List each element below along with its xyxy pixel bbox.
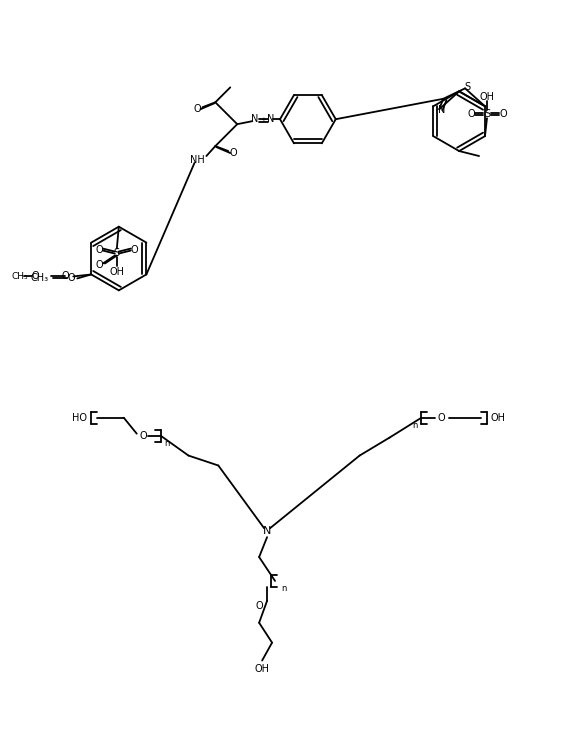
- Text: S: S: [484, 110, 490, 119]
- Text: O: O: [62, 272, 69, 282]
- Text: O: O: [499, 110, 507, 119]
- Text: CH₃: CH₃: [31, 274, 48, 283]
- Text: O: O: [140, 431, 148, 441]
- Text: S: S: [464, 82, 470, 93]
- Text: O: O: [255, 601, 263, 611]
- Text: HO: HO: [72, 412, 87, 423]
- Text: OH: OH: [479, 92, 495, 102]
- Text: n: n: [412, 421, 417, 430]
- Text: OH: OH: [109, 267, 124, 277]
- Text: O: O: [95, 261, 103, 271]
- Text: O: O: [229, 148, 237, 158]
- Text: N: N: [437, 105, 445, 115]
- Text: S: S: [114, 247, 120, 258]
- Text: O: O: [131, 245, 139, 255]
- Text: O: O: [194, 104, 201, 115]
- Text: O: O: [32, 272, 39, 282]
- Text: O: O: [437, 412, 445, 423]
- Text: n: n: [165, 439, 170, 448]
- Text: OH: OH: [254, 664, 270, 674]
- Text: OH: OH: [491, 412, 506, 423]
- Text: +: +: [260, 118, 266, 123]
- Text: NH: NH: [190, 155, 205, 165]
- Text: O: O: [95, 245, 103, 255]
- Text: O: O: [467, 110, 475, 119]
- Text: N: N: [252, 114, 259, 124]
- Text: O: O: [68, 274, 75, 283]
- Text: n: n: [281, 585, 286, 593]
- Text: N: N: [263, 526, 272, 536]
- Text: CH₃: CH₃: [11, 272, 28, 281]
- Text: N: N: [268, 114, 275, 124]
